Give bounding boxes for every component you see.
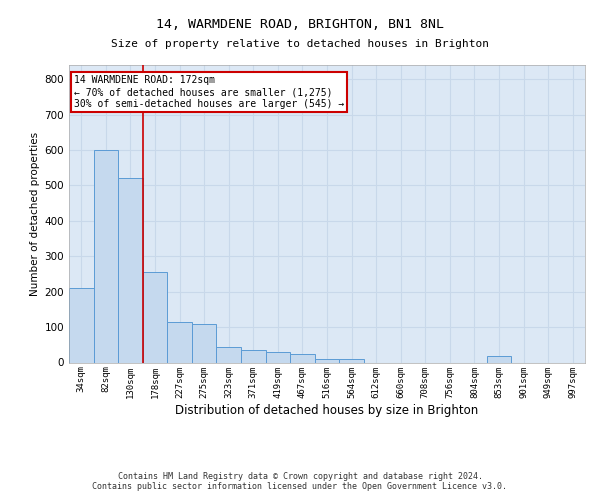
Text: 14, WARMDENE ROAD, BRIGHTON, BN1 8NL: 14, WARMDENE ROAD, BRIGHTON, BN1 8NL [156,18,444,30]
Bar [69,288,94,362]
Bar [266,352,290,362]
Bar [192,324,217,362]
Text: 14 WARMDENE ROAD: 172sqm
← 70% of detached houses are smaller (1,275)
30% of sem: 14 WARMDENE ROAD: 172sqm ← 70% of detach… [74,76,344,108]
Bar [290,354,315,362]
Bar [118,178,143,362]
Bar [487,356,511,362]
Y-axis label: Number of detached properties: Number of detached properties [31,132,40,296]
X-axis label: Distribution of detached houses by size in Brighton: Distribution of detached houses by size … [175,404,479,417]
Bar [217,346,241,362]
Bar [143,272,167,362]
Bar [94,150,118,362]
Text: Contains HM Land Registry data © Crown copyright and database right 2024.
Contai: Contains HM Land Registry data © Crown c… [92,472,508,491]
Bar [167,322,192,362]
Bar [315,359,339,362]
Bar [241,350,266,362]
Bar [339,359,364,362]
Text: Size of property relative to detached houses in Brighton: Size of property relative to detached ho… [111,39,489,49]
